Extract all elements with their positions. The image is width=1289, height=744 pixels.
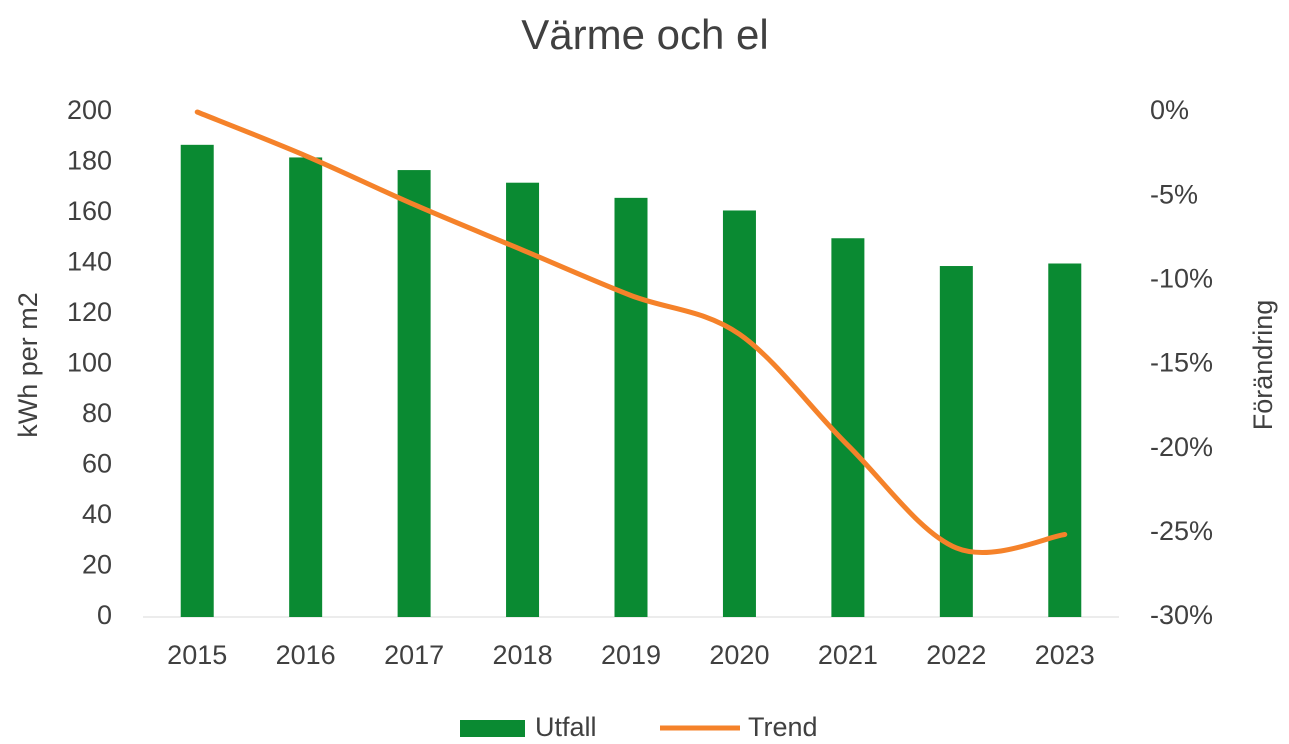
x-tick-label: 2021	[818, 640, 878, 670]
y-tick-label: 160	[67, 196, 112, 226]
x-tick-label: 2020	[709, 640, 769, 670]
y-tick-label: 140	[67, 247, 112, 277]
bar	[180, 144, 214, 617]
bar	[1048, 263, 1082, 617]
y-tick-label: 0	[97, 600, 112, 630]
x-tick-label: 2017	[384, 640, 444, 670]
bar	[614, 197, 648, 617]
y2-tick-label: -30%	[1150, 600, 1213, 630]
legend-swatch	[460, 720, 525, 737]
bar	[289, 157, 323, 617]
y2-tick-label: -20%	[1150, 432, 1213, 462]
x-tick-label: 2018	[493, 640, 553, 670]
y-tick-label: 20	[82, 550, 112, 580]
bar	[722, 210, 756, 617]
y-tick-label: 120	[67, 297, 112, 327]
y2-tick-label: -10%	[1150, 263, 1213, 293]
y2-tick-label: 0%	[1150, 95, 1189, 125]
x-tick-label: 2023	[1035, 640, 1095, 670]
x-tick-label: 2015	[167, 640, 227, 670]
y2-tick-label: -15%	[1150, 348, 1213, 378]
bar	[397, 170, 431, 617]
y-tick-label: 40	[82, 499, 112, 529]
y-tick-label: 80	[82, 398, 112, 428]
chart-title: Värme och el	[521, 11, 768, 58]
bar	[831, 238, 865, 617]
y2-tick-label: -25%	[1150, 516, 1213, 546]
y-axis-label: kWh per m2	[13, 292, 43, 438]
trend-line	[194, 109, 1068, 555]
legend-label: Trend	[748, 712, 818, 742]
y-tick-label: 200	[67, 95, 112, 125]
y2-axis-label: Förändring	[1248, 300, 1278, 431]
x-tick-label: 2019	[601, 640, 661, 670]
bar	[939, 266, 973, 617]
x-tick-label: 2016	[276, 640, 336, 670]
y-tick-label: 180	[67, 146, 112, 176]
y2-tick-label: -5%	[1150, 179, 1198, 209]
legend-label: Utfall	[535, 712, 597, 742]
y-tick-label: 60	[82, 449, 112, 479]
y-tick-label: 100	[67, 348, 112, 378]
x-tick-label: 2022	[926, 640, 986, 670]
